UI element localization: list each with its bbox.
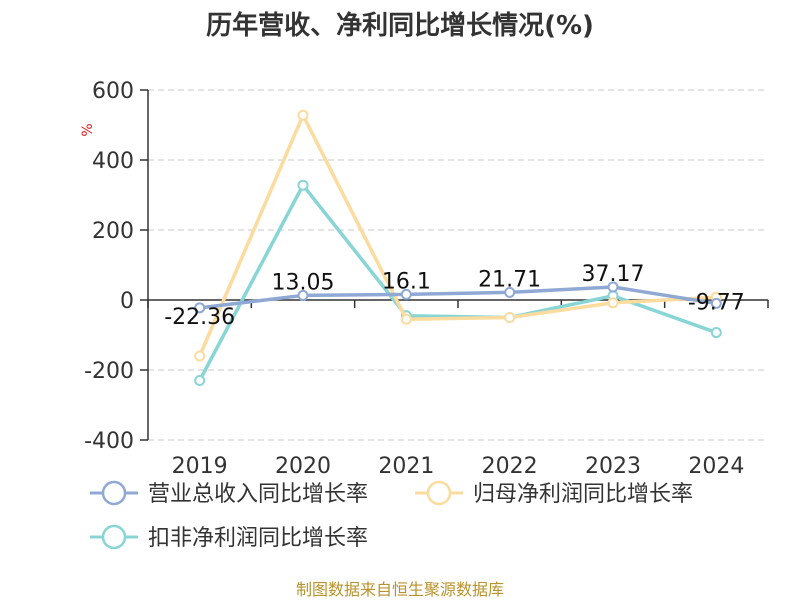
- data-point: [504, 312, 516, 323]
- legend-swatch-marker: [101, 480, 127, 506]
- data-label: -9.77: [688, 290, 745, 315]
- data-point: [297, 179, 309, 191]
- x-tick-label: 2020: [275, 454, 331, 479]
- legend-swatch-marker: [426, 480, 452, 506]
- legend-label: 归母净利润同比增长率: [473, 482, 693, 507]
- data-point: [297, 109, 309, 121]
- legend-label: 营业总收入同比增长率: [148, 482, 368, 507]
- series-line: [199, 285, 717, 310]
- series-lines: [194, 109, 722, 386]
- data-point: [710, 297, 722, 309]
- data-point: [710, 327, 722, 339]
- series-line: [198, 113, 717, 357]
- source-note: 制图数据来自恒生聚源数据库: [296, 580, 504, 599]
- data-point: [607, 281, 619, 293]
- chart-title: 历年营收、净利同比增长情况(%): [206, 10, 594, 41]
- legend-swatch-marker: [101, 524, 127, 550]
- x-tick-label: 2022: [482, 454, 538, 479]
- axes: 600 400 200 0 -200 -400 2019 2020 2021 2022 2023 20…: [84, 79, 769, 479]
- data-label: 16.1: [382, 269, 431, 294]
- grid-lines: [148, 89, 768, 441]
- y-tick-label: -400: [84, 429, 134, 454]
- data-label: 21.71: [478, 267, 541, 292]
- data-label: 37.17: [582, 262, 645, 287]
- data-label: 13.05: [272, 270, 335, 295]
- x-tick-label: 2024: [688, 454, 744, 479]
- legend-label: 扣非净利润同比增长率: [148, 526, 368, 551]
- data-point: [504, 286, 516, 298]
- x-tick-label: 2023: [585, 454, 641, 479]
- x-tick-label: 2021: [378, 454, 434, 479]
- data-point: [400, 313, 412, 325]
- data-point: [400, 288, 412, 300]
- y-tick-label: 0: [120, 289, 134, 314]
- y-tick-label: 600: [92, 79, 134, 104]
- data-point: [297, 289, 309, 301]
- y-tick-label: 200: [92, 219, 134, 244]
- y-tick-label: -200: [84, 359, 134, 384]
- x-tick-label: 2019: [172, 454, 228, 479]
- data-point: [194, 350, 206, 362]
- data-point: [607, 297, 619, 309]
- y-tick-label: 400: [92, 149, 134, 174]
- data-labels: -22.36 13.05 16.1 21.71 37.17 -9.77: [164, 262, 745, 330]
- data-label: -22.36: [164, 305, 235, 330]
- data-point: [194, 375, 206, 386]
- data-point: [194, 302, 206, 314]
- y-axis-unit: %: [80, 123, 96, 136]
